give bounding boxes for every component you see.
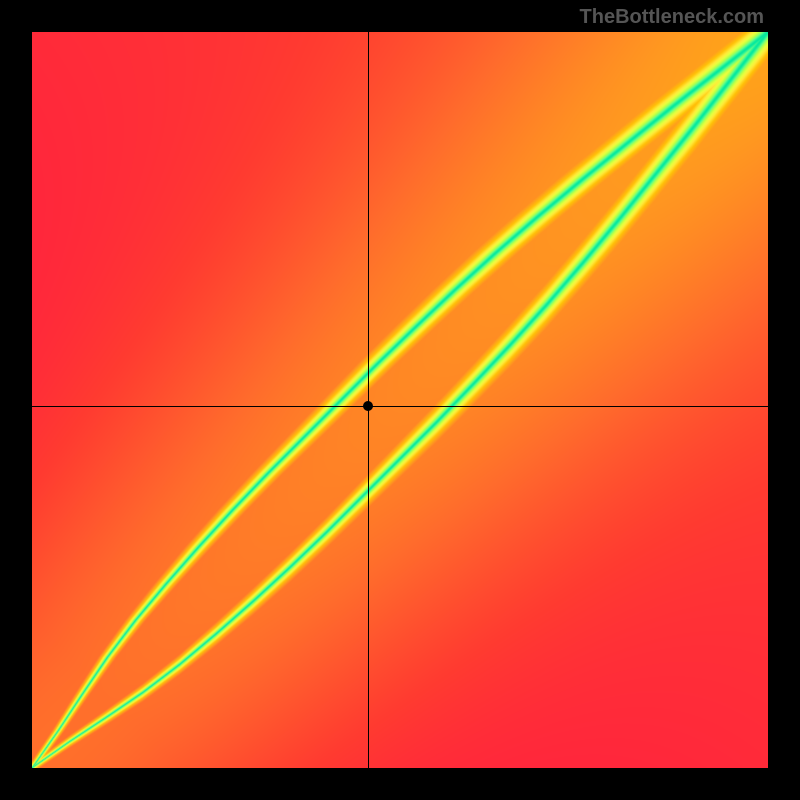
- heatmap-chart: [32, 32, 768, 768]
- watermark-text: TheBottleneck.com: [580, 6, 764, 29]
- crosshair-horizontal: [32, 406, 768, 407]
- heatmap-canvas: [32, 32, 768, 768]
- crosshair-marker: [363, 401, 373, 411]
